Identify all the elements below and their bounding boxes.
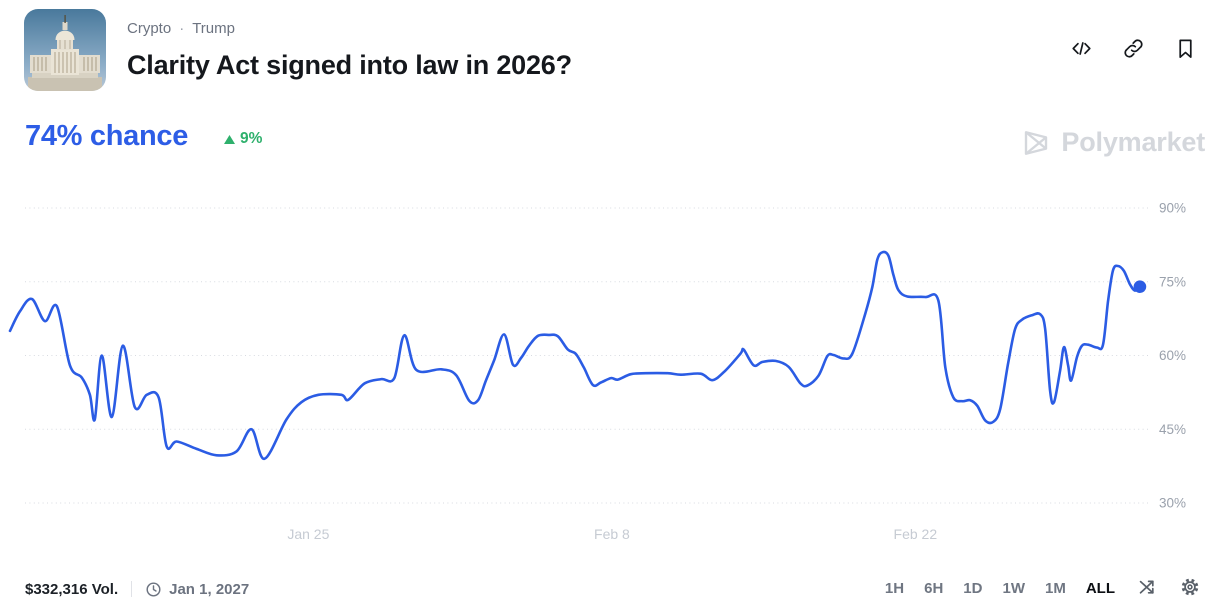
embed-button[interactable] <box>1070 38 1093 61</box>
chart-footer-right: 1H 6H 1D 1W 1M ALL <box>885 574 1201 602</box>
bookmark-button[interactable] <box>1174 38 1197 61</box>
chart-footer-left: $332,316 Vol. Jan 1, 2027 <box>25 577 249 601</box>
link-icon <box>1122 37 1145 63</box>
x-tick-label: Feb 22 <box>894 526 938 542</box>
polymarket-watermark: Polymarket <box>1021 127 1205 158</box>
polymarket-logo-icon <box>1021 128 1051 158</box>
chart-settings-button[interactable] <box>1178 577 1201 600</box>
settings-gear-icon <box>1180 577 1200 600</box>
capitol-building-image <box>24 9 106 91</box>
expand-chart-button[interactable] <box>1135 577 1158 600</box>
chart-endpoint-dot <box>1133 280 1147 293</box>
breadcrumb-trump[interactable]: Trump <box>192 20 235 37</box>
triangle-up-icon <box>224 134 235 144</box>
breadcrumb-crypto[interactable]: Crypto <box>127 20 172 37</box>
copy-link-button[interactable] <box>1122 38 1145 61</box>
market-image <box>24 9 106 91</box>
range-button-1h[interactable]: 1H <box>884 579 905 597</box>
market-end-date: Jan 1, 2027 <box>145 581 249 598</box>
volume-label: $332,316 Vol. <box>25 580 119 598</box>
expand-chart-icon <box>1137 577 1157 600</box>
embed-code-icon <box>1070 37 1093 63</box>
range-button-all[interactable]: ALL <box>1085 579 1115 597</box>
chance-delta-value: 9% <box>240 130 263 147</box>
price-chart[interactable]: 90% 75% 60% 45% 30% Jan 25 Feb 8 Feb 22 <box>0 190 1225 550</box>
range-buttons: 1H 6H 1D 1W 1M ALL <box>885 580 1115 597</box>
breadcrumb-separator: · <box>179 20 185 37</box>
x-tick-label: Jan 25 <box>287 526 329 542</box>
footer-divider <box>131 581 133 597</box>
chance-value: 74% chance <box>25 120 189 152</box>
polymarket-watermark-text: Polymarket <box>1061 127 1205 157</box>
market-end-date-text: Jan 1, 2027 <box>169 580 250 598</box>
x-tick-label: Feb 8 <box>594 526 630 542</box>
clock-icon <box>145 581 162 598</box>
chart-line-yes <box>8 250 1142 461</box>
y-tick-label-60: 60% <box>1159 348 1186 363</box>
page-title: Clarity Act signed into law in 2026? <box>127 50 572 80</box>
y-tick-label-75: 75% <box>1159 274 1186 289</box>
y-tick-label-90: 90% <box>1159 201 1186 216</box>
header-actions <box>1070 38 1197 61</box>
chance-delta: 9% <box>224 130 262 148</box>
price-chart-svg: 90% 75% 60% 45% 30% Jan 25 Feb 8 Feb 22 <box>8 201 1186 542</box>
range-button-1d[interactable]: 1D <box>963 579 983 597</box>
y-tick-label-30: 30% <box>1159 496 1186 511</box>
range-button-1m[interactable]: 1M <box>1044 579 1066 597</box>
breadcrumb: Crypto · Trump <box>127 20 235 37</box>
range-button-1w[interactable]: 1W <box>1002 579 1025 597</box>
range-button-6h[interactable]: 6H <box>924 579 944 597</box>
bookmark-icon <box>1174 37 1197 63</box>
y-tick-label-45: 45% <box>1159 422 1186 437</box>
